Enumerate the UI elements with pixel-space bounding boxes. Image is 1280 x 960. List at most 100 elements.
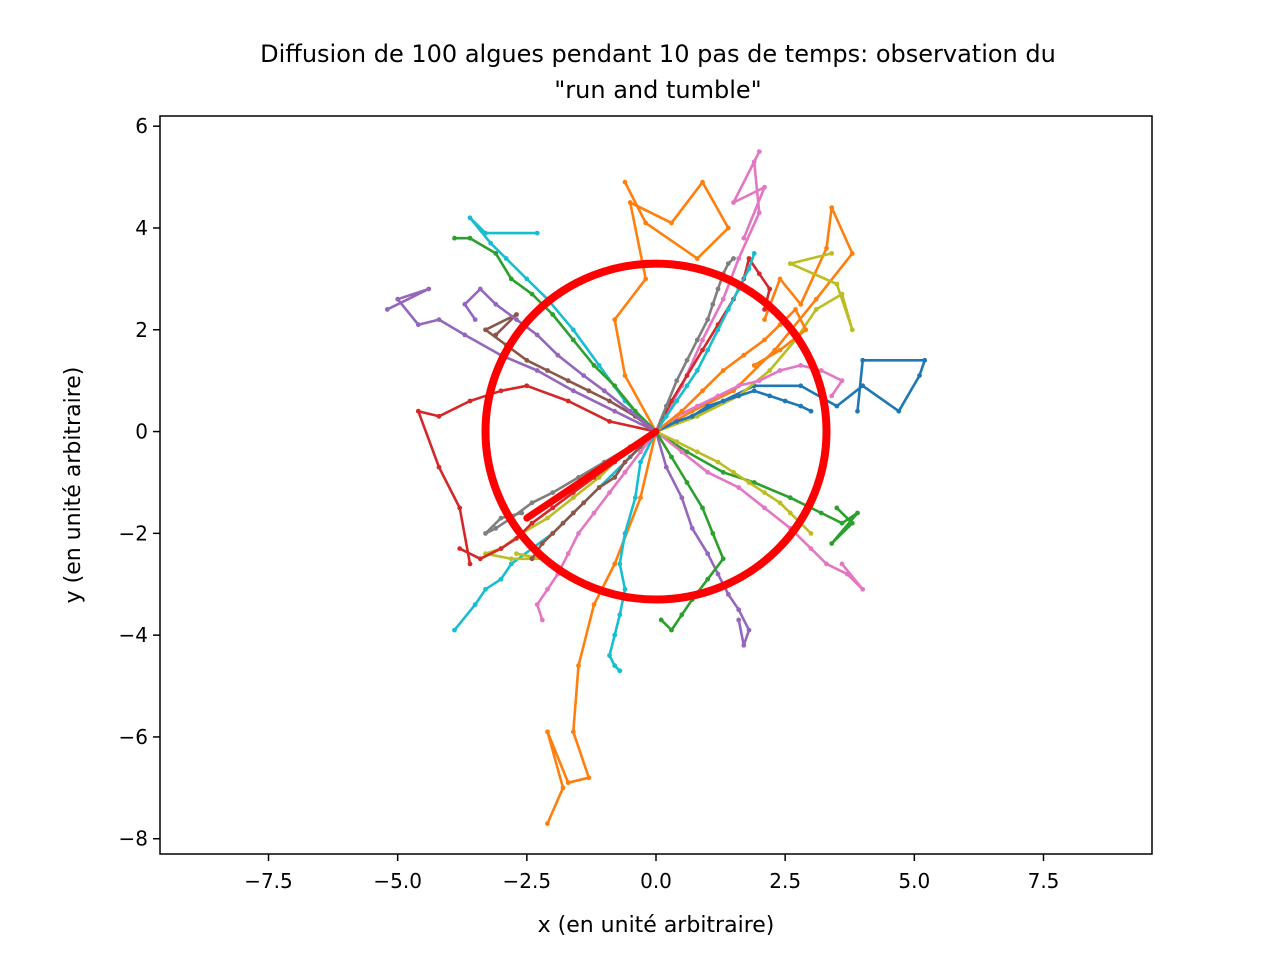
trajectory-9-point bbox=[488, 240, 494, 246]
trajectory-15-point bbox=[493, 332, 499, 338]
trajectory-22-point bbox=[808, 408, 814, 414]
trajectory-26-point bbox=[705, 576, 711, 582]
trajectory-27-point bbox=[715, 327, 721, 333]
trajectory-17-point bbox=[767, 286, 773, 292]
trajectory-7-point bbox=[436, 413, 442, 419]
trajectory-26-point bbox=[679, 612, 685, 618]
trajectory-7-point bbox=[498, 388, 504, 394]
trajectory-16-point bbox=[550, 312, 556, 317]
trajectory-24-point bbox=[596, 485, 602, 490]
trajectory-17-point bbox=[700, 347, 705, 353]
trajectory-5-point bbox=[824, 245, 829, 251]
trajectory-5-point bbox=[829, 205, 835, 211]
trajectory-3-point bbox=[622, 373, 628, 378]
y-tick-label: 6 bbox=[135, 114, 148, 138]
trajectory-24-point bbox=[612, 475, 618, 480]
trajectory-23-point bbox=[751, 363, 757, 368]
trajectory-26-point bbox=[669, 627, 674, 633]
trajectory-26-point bbox=[658, 617, 664, 623]
trajectory-14-point bbox=[679, 495, 685, 501]
annotation-layer bbox=[481, 259, 831, 604]
trajectory-18-point bbox=[493, 525, 499, 531]
trajectory-24-point bbox=[570, 510, 576, 516]
trajectory-4-point bbox=[720, 296, 726, 302]
trajectory-11-point bbox=[622, 586, 628, 592]
trajectory-12-point bbox=[839, 520, 845, 526]
trajectory-20-point bbox=[736, 383, 742, 389]
trajectory-20-point bbox=[798, 363, 804, 368]
trajectory-26-point bbox=[710, 531, 716, 536]
y-tick-label: 2 bbox=[135, 318, 148, 342]
trajectory-2-point bbox=[917, 373, 922, 378]
trajectory-13-point bbox=[762, 505, 767, 511]
y-axis-label: y (en unité arbitraire) bbox=[61, 367, 86, 604]
trajectory-22-point bbox=[689, 413, 695, 419]
trajectory-27-point bbox=[694, 368, 700, 373]
x-axis: −7.5 −5.0 −2.5 0.0 2.5 5.0 7.5 bbox=[244, 854, 1059, 893]
trajectory-25-point bbox=[529, 520, 535, 526]
trajectory-5-point bbox=[777, 276, 783, 282]
trajectory-22-point bbox=[736, 393, 742, 399]
trajectory-13-point bbox=[808, 546, 814, 551]
trajectory-29-point bbox=[545, 586, 550, 592]
trajectory-19-point bbox=[514, 551, 519, 557]
trajectory-14-point bbox=[715, 571, 721, 577]
trajectory-22-point bbox=[767, 393, 773, 399]
trajectory-8-point bbox=[436, 317, 442, 322]
trajectory-22-point bbox=[782, 398, 788, 404]
trajectory-15-point bbox=[565, 378, 571, 384]
trajectory-18-point bbox=[519, 510, 525, 516]
trajectory-6-point bbox=[813, 307, 819, 312]
trajectory-21-point bbox=[462, 301, 468, 307]
trajectory-13-point bbox=[705, 469, 711, 475]
trajectory-17-point bbox=[669, 398, 674, 404]
trajectory-13-point bbox=[679, 449, 685, 455]
trajectory-15-point bbox=[586, 388, 592, 394]
trajectory-9-point bbox=[503, 256, 509, 261]
trajectory-28-point bbox=[694, 337, 700, 343]
trajectory-17-point bbox=[756, 271, 762, 277]
trajectory-29-point bbox=[591, 510, 597, 516]
trajectory-20-point bbox=[818, 368, 824, 373]
trajectory-11-point bbox=[607, 653, 612, 658]
trajectory-21-point bbox=[555, 352, 561, 358]
x-tick-label: 5.0 bbox=[898, 869, 930, 893]
trajectory-9-point bbox=[483, 230, 488, 236]
trajectory-27-point bbox=[684, 383, 690, 389]
trajectory-1-point bbox=[565, 780, 571, 786]
y-tick-label: 0 bbox=[135, 420, 148, 444]
trajectory-3-point bbox=[627, 200, 633, 205]
trajectory-30-point bbox=[746, 480, 752, 485]
trajectory-24-point bbox=[550, 531, 556, 536]
trajectory-27-point bbox=[705, 347, 711, 353]
trajectory-7-point bbox=[607, 419, 612, 424]
trajectory-17-point bbox=[746, 256, 752, 261]
trajectory-5-point bbox=[762, 317, 767, 322]
trajectory-21-point bbox=[627, 408, 633, 414]
trajectory-6-point bbox=[834, 281, 840, 287]
trajectory-5-point bbox=[849, 251, 855, 256]
trajectory-7-point bbox=[565, 398, 571, 404]
trajectory-8-point bbox=[612, 408, 618, 414]
trajectory-23-point bbox=[762, 337, 767, 343]
trajectory-18-point bbox=[529, 500, 535, 506]
trajectory-14-point bbox=[741, 642, 747, 648]
trajectory-21 bbox=[463, 287, 657, 433]
trajectory-7-point bbox=[467, 398, 473, 404]
trajectory-4-point bbox=[751, 159, 757, 165]
trajectory-23-point bbox=[741, 352, 747, 358]
trajectory-20-point bbox=[829, 393, 835, 399]
trajectory-29-point bbox=[638, 449, 643, 455]
trajectory-30-point bbox=[694, 449, 700, 455]
y-tick-label: 4 bbox=[135, 216, 148, 240]
trajectories bbox=[384, 149, 928, 826]
trajectory-21-point bbox=[493, 301, 499, 307]
trajectory-14-point bbox=[736, 607, 742, 613]
trajectory-28-point bbox=[674, 378, 680, 384]
trajectory-22-point bbox=[751, 388, 757, 394]
trajectory-3-point bbox=[725, 225, 731, 231]
y-tick-label: −4 bbox=[119, 623, 148, 647]
trajectory-4-point bbox=[731, 200, 736, 205]
trajectory-9-point bbox=[596, 363, 602, 368]
trajectory-7-point bbox=[467, 561, 473, 567]
